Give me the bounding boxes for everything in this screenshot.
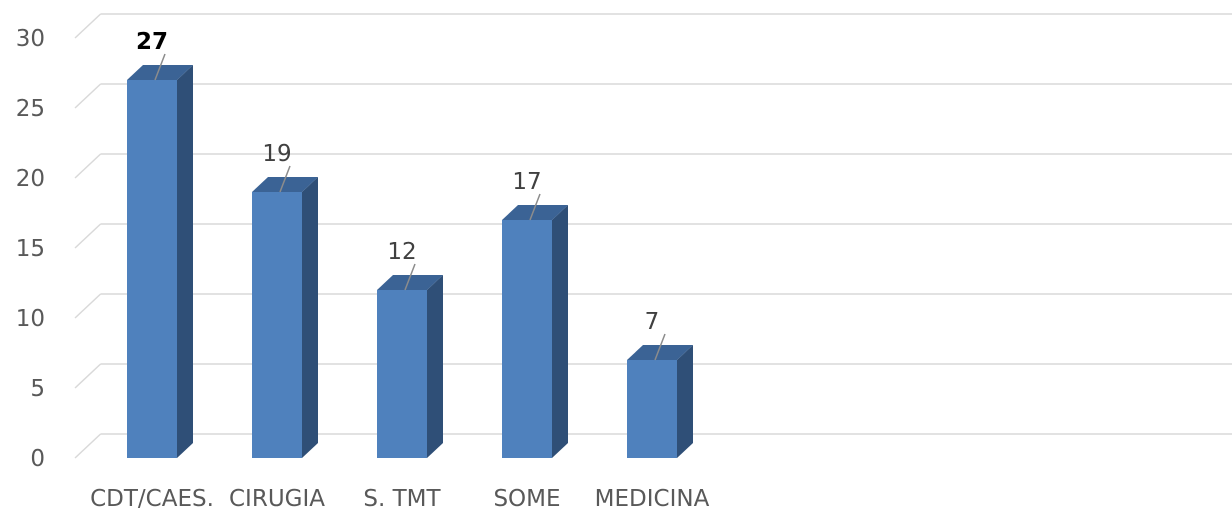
y-tick-label: 10 (16, 306, 45, 332)
bar-side (427, 275, 443, 458)
data-label-leader (654, 333, 666, 361)
data-label-leader (529, 193, 541, 221)
bar-front (127, 80, 177, 458)
data-label: 7 (645, 309, 660, 335)
data-label-leader (279, 165, 291, 193)
bar-top (252, 177, 318, 192)
bar-top (627, 345, 693, 360)
y-axis-ticks: 0 5 10 15 20 25 30 (16, 26, 45, 472)
y-tick-label: 5 (30, 376, 45, 402)
gridline-diagonal (74, 223, 102, 249)
bar (127, 65, 193, 458)
bar-front (377, 290, 427, 458)
bar-side (177, 65, 193, 458)
data-label: 12 (387, 239, 416, 265)
y-tick-label: 15 (16, 236, 45, 262)
bar-top (127, 65, 193, 80)
y-tick-label: 0 (30, 446, 45, 472)
data-labels: 27 19 12 17 7 (136, 29, 666, 361)
bar-top (502, 205, 568, 220)
data-label: 19 (262, 141, 291, 167)
bar (252, 177, 318, 458)
y-tick-label: 25 (16, 96, 45, 122)
bar-front (252, 192, 302, 458)
bar-side (552, 205, 568, 458)
bar (627, 345, 693, 458)
data-label: 17 (512, 169, 541, 195)
gridline-diagonal (74, 83, 102, 109)
y-tick-label: 30 (16, 26, 45, 52)
y-tick-label: 20 (16, 166, 45, 192)
gridline-diagonal (74, 293, 102, 319)
gridline-diagonal (74, 153, 102, 179)
bar-top (377, 275, 443, 290)
category-label: SOME (493, 486, 560, 512)
bar-front (627, 360, 677, 458)
gridline-diagonal (74, 433, 102, 459)
data-label: 27 (136, 29, 168, 55)
bar (377, 275, 443, 458)
bar-side (677, 345, 693, 458)
data-label-leader (404, 263, 416, 291)
data-label-leader (154, 53, 166, 81)
gridline-diagonal (74, 363, 102, 389)
bar-side (302, 177, 318, 458)
bar-front (502, 220, 552, 458)
gridline-diagonal (74, 13, 102, 39)
x-axis-categories: CDT/CAES. CIRUGIA S. TMT SOME MEDICINA (90, 486, 709, 512)
bar (502, 205, 568, 458)
category-label: CIRUGIA (229, 486, 325, 512)
category-label: MEDICINA (595, 486, 710, 512)
category-label: S. TMT (363, 486, 441, 512)
bars (127, 65, 693, 458)
category-label: CDT/CAES. (90, 486, 214, 512)
